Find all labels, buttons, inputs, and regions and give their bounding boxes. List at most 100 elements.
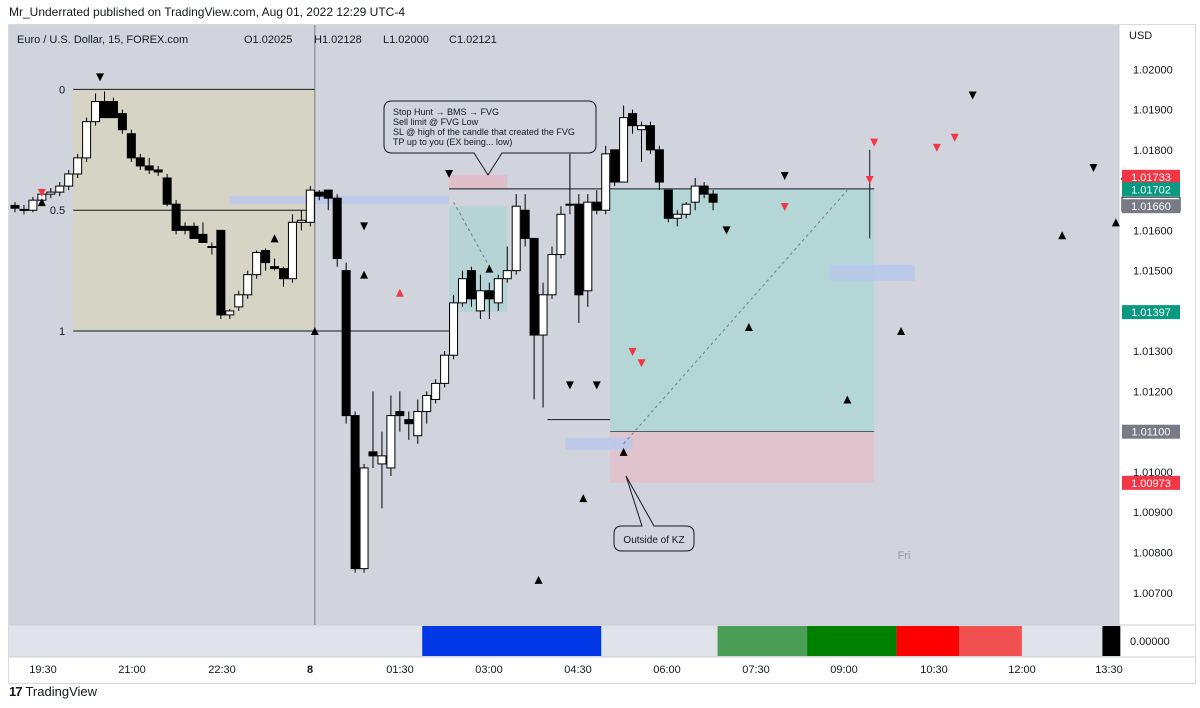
fib-level-label: 0.5 (50, 205, 65, 217)
swing-high-arrow-icon (37, 188, 46, 197)
candle-body (556, 213, 566, 256)
price-label-text: 1.01397 (1131, 307, 1171, 319)
indicator-bar (422, 626, 602, 656)
ohlc-low: L1.02000 (383, 34, 429, 46)
candle-body (332, 197, 342, 260)
candle-body (314, 191, 324, 197)
price-label-text: 1.01733 (1131, 172, 1171, 184)
indicator-bar (959, 626, 1022, 656)
candle-body (55, 185, 65, 193)
candle-body (681, 203, 691, 215)
candle-body (583, 201, 593, 292)
candle-body (207, 245, 217, 248)
candle-body (64, 173, 74, 187)
swing-high-arrow-icon (628, 347, 637, 356)
fvg-zone-lower (565, 437, 633, 450)
candle-body (46, 191, 56, 195)
fib-level-label: 1 (59, 326, 65, 338)
price-label-box (1122, 305, 1180, 320)
candle-body (458, 278, 467, 304)
candle-body (422, 394, 432, 413)
swing-high-arrow-icon (360, 222, 369, 231)
swing-low-arrow-icon (310, 327, 319, 336)
candle-body (305, 189, 315, 223)
ohlc-high: H1.02128 (314, 34, 362, 46)
indicator-bar (896, 626, 960, 656)
candle-body (592, 201, 602, 211)
candle-body (538, 294, 548, 336)
candle-body (645, 125, 655, 151)
y-tick-label: 1.00800 (1133, 548, 1173, 560)
y-tick-label: 1.01200 (1133, 386, 1173, 398)
candle-body (323, 189, 333, 199)
candle-body (529, 237, 539, 336)
candle-body (511, 205, 521, 272)
publish-line: Mr_Underrated published on TradingView.c… (9, 5, 406, 19)
candle-body (619, 117, 629, 183)
swing-high-arrow-icon (870, 138, 879, 147)
candle-body (234, 294, 244, 308)
price-label-box (1122, 199, 1180, 214)
annotation-line: Stop Hunt → BMS → FVG (393, 107, 499, 117)
candle-body (144, 165, 154, 171)
stop-loss-zone-small (449, 174, 508, 189)
swing-low-arrow-icon (1111, 218, 1120, 227)
candle-body (574, 203, 584, 296)
y-tick-label: 1.00900 (1133, 507, 1173, 519)
candle-body (162, 177, 172, 205)
candle-body (73, 157, 83, 175)
swing-low-arrow-icon (485, 264, 494, 273)
swing-high-arrow-icon (780, 172, 789, 181)
candle-body (413, 411, 423, 437)
candle-body (493, 278, 503, 304)
annotation-line: TP up to you (EX being... low) (393, 137, 512, 147)
candle-body (180, 225, 190, 231)
candle-body (171, 203, 181, 231)
candle-body (126, 133, 136, 159)
x-tick-label: 03:00 (475, 664, 503, 676)
candle-body (135, 157, 145, 167)
price-label-text: 1.01660 (1131, 201, 1171, 213)
annotation-line: Sell limit @ FVG Low (393, 117, 479, 127)
x-tick-label: 12:00 (1008, 664, 1036, 676)
swing-high-arrow-icon (932, 143, 941, 152)
y-tick-label: 1.01900 (1133, 105, 1173, 117)
swing-high-arrow-icon (96, 73, 105, 82)
candle-body (654, 149, 664, 183)
chart-frame[interactable]: 0 0.5 1 Stop Hunt → BMS → FVG Sell limit @ … (8, 24, 1196, 684)
candle-body (368, 451, 378, 457)
swing-high-arrow-icon (780, 203, 789, 212)
target-zone-large (610, 188, 875, 432)
candle-body (82, 121, 92, 159)
candle-body (395, 411, 405, 417)
candle-body (252, 252, 262, 276)
swing-high-arrow-icon (950, 133, 959, 142)
candle-body (663, 189, 673, 219)
candle-body (466, 270, 476, 300)
candle-body (475, 290, 485, 312)
candle-body (287, 221, 297, 280)
candle-body (198, 233, 208, 243)
x-tick-label: 04:30 (564, 664, 592, 676)
swing-high-arrow-icon (565, 381, 574, 390)
ohlc-open: O1.02025 (244, 34, 292, 46)
candle-body (628, 113, 638, 127)
swing-low-arrow-icon (534, 575, 543, 584)
swing-low-arrow-icon (360, 270, 369, 279)
trend-dash-2 (623, 189, 848, 445)
candle-body (547, 254, 557, 296)
candle-body (243, 274, 253, 296)
tradingview-footer[interactable]: 17 TradingView (9, 684, 97, 699)
y-tick-label: 1.01800 (1133, 145, 1173, 157)
candle-body (449, 302, 459, 356)
x-tick-label: 01:30 (386, 664, 414, 676)
candle-body (108, 101, 118, 119)
tradingview-brand: TradingView (25, 684, 98, 699)
trend-dash-1 (453, 201, 490, 267)
candle-body (672, 213, 682, 219)
price-label-text: 1.01702 (1131, 184, 1171, 196)
candle-body (189, 225, 199, 239)
x-tick-label: 21:00 (118, 664, 146, 676)
candle-body (377, 455, 387, 465)
